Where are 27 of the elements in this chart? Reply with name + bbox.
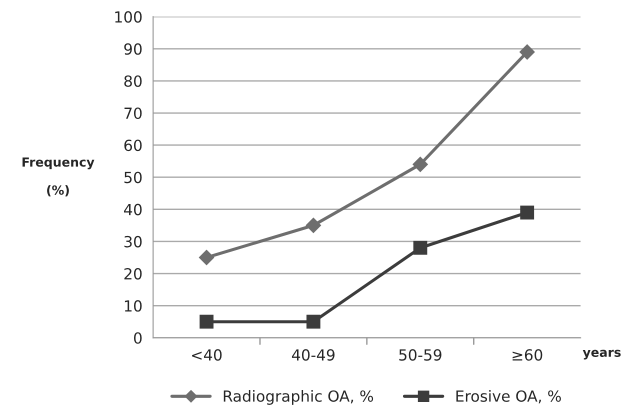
y-tick-label: 80 <box>124 75 142 87</box>
y-tick-label: 10 <box>124 300 142 312</box>
point <box>306 218 321 233</box>
x-tick-label: 50-59 <box>399 349 442 361</box>
legend-label: Erosive OA, % <box>456 390 561 404</box>
y-tick-label: 50 <box>124 172 142 184</box>
point <box>198 250 214 266</box>
y-tick-label: 90 <box>124 43 142 55</box>
x-tick-label: <40 <box>192 349 222 361</box>
y-tick-label: 60 <box>124 140 142 152</box>
y-tick-label: 100 <box>115 11 142 23</box>
point <box>520 44 535 60</box>
text: Frequency (%) <box>22 157 94 196</box>
x-tick-label: 40-49 <box>292 349 335 361</box>
y-tick-label: 0 <box>134 332 142 344</box>
point <box>413 240 428 255</box>
y-tick-label: 70 <box>124 107 142 120</box>
x-axis-title: years <box>582 350 621 360</box>
legend-label: Radiographic OA, % <box>224 390 374 405</box>
point <box>200 314 214 329</box>
point <box>520 206 534 220</box>
point <box>306 314 320 329</box>
y-tick-label: 40 <box>124 204 142 216</box>
point <box>412 156 428 172</box>
y-tick-label: 30 <box>124 236 142 248</box>
x-tick-label: ≥60 <box>512 349 542 361</box>
y-tick-label: 20 <box>124 268 142 280</box>
